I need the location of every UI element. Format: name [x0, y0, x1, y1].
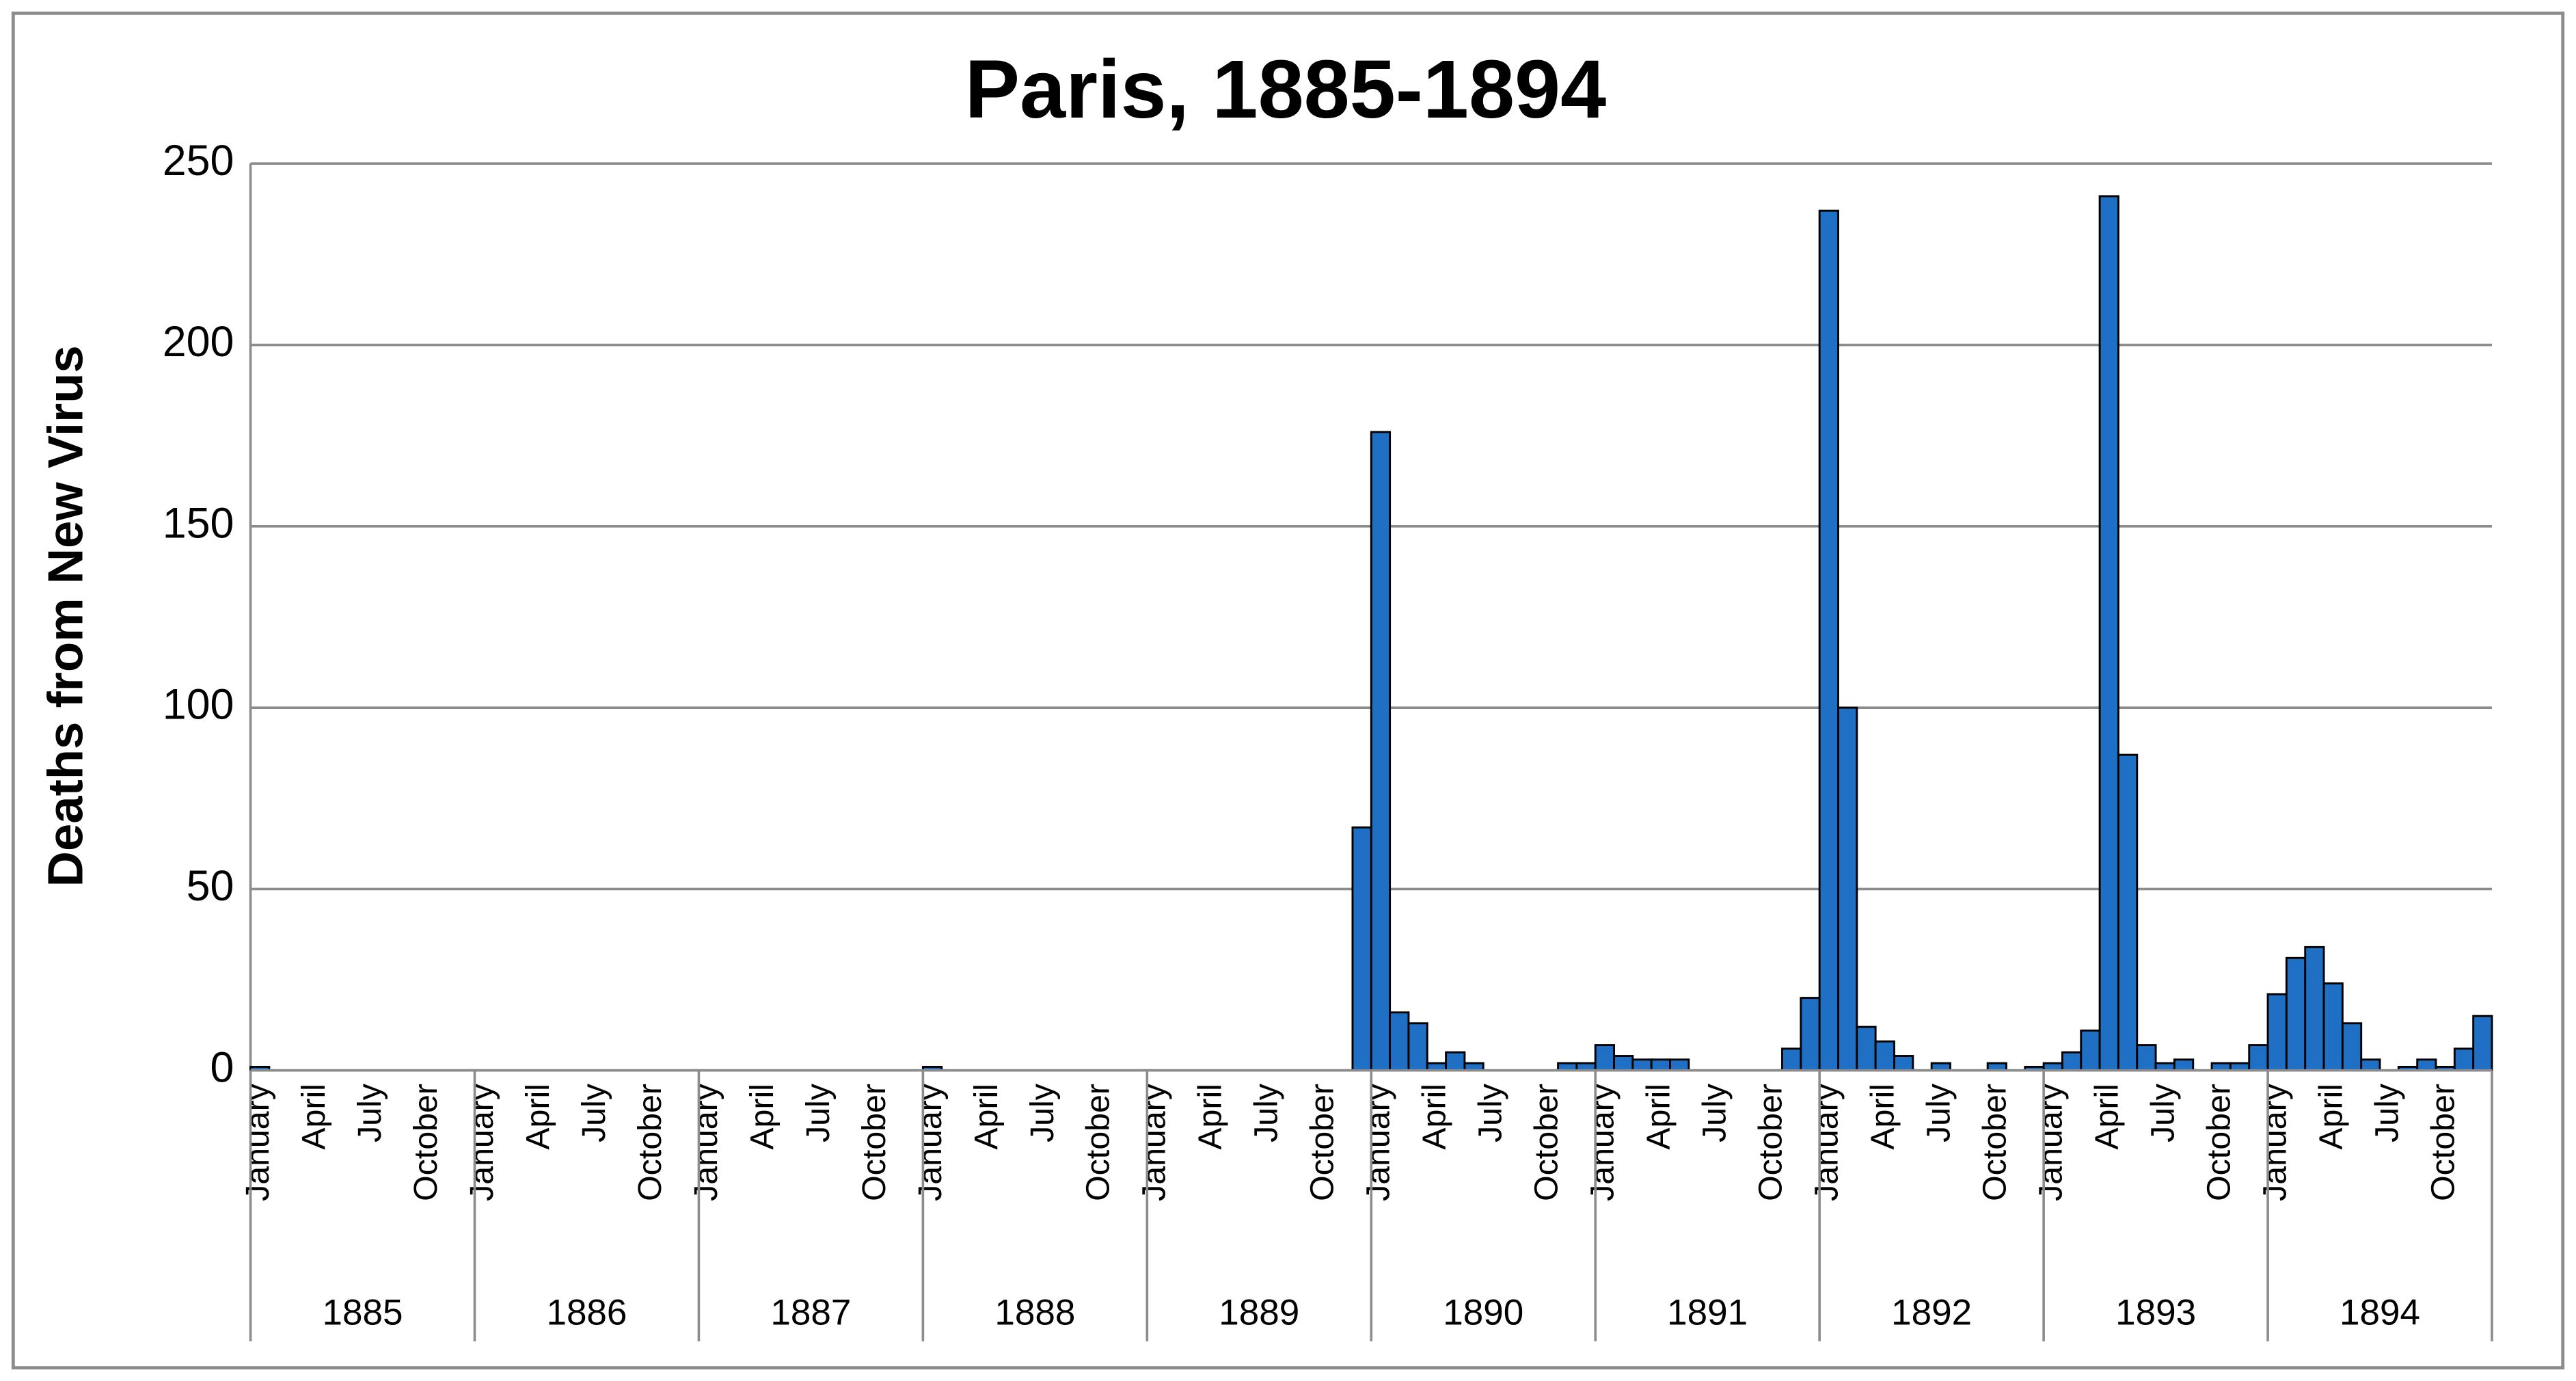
- bar: [1818, 209, 1839, 1072]
- y-tick-label: 100: [163, 681, 234, 729]
- group-label: 1886: [546, 1292, 627, 1332]
- x-tick-label: January: [463, 1083, 500, 1201]
- bar: [2416, 1058, 2437, 1072]
- bar: [1669, 1058, 1690, 1072]
- bar: [2080, 1029, 2101, 1072]
- group-label: 1893: [2115, 1292, 2196, 1332]
- bar: [1370, 431, 1392, 1072]
- group-label: 1892: [1891, 1292, 1972, 1332]
- x-tick-label: January: [1136, 1083, 1173, 1201]
- group-label: 1891: [1667, 1292, 1748, 1332]
- group-label: 1887: [770, 1292, 851, 1332]
- x-tick-label: October: [1080, 1084, 1117, 1201]
- x-tick-label: April: [744, 1084, 781, 1150]
- x-tick-label: April: [1416, 1084, 1453, 1150]
- bar: [2136, 1044, 2157, 1072]
- bar: [2453, 1047, 2475, 1072]
- y-axis-label: Deaths from New Virus: [38, 345, 93, 887]
- x-tick-label: January: [1584, 1083, 1621, 1201]
- x-tick-label: October: [1752, 1084, 1789, 1201]
- bar: [1874, 1040, 1895, 1072]
- bar: [1856, 1025, 1877, 1072]
- bar: [1594, 1044, 1615, 1072]
- bar: [2322, 982, 2344, 1072]
- bar: [1893, 1055, 1914, 1072]
- bar: [2266, 993, 2288, 1072]
- bar: [1800, 997, 1821, 1072]
- x-tick-label: April: [968, 1084, 1005, 1150]
- x-tick-label: October: [1977, 1084, 2014, 1201]
- bar: [1781, 1047, 1802, 1072]
- x-tick-label: July: [800, 1083, 837, 1142]
- x-tick-label: October: [632, 1084, 668, 1201]
- x-tick-label: October: [407, 1084, 444, 1201]
- y-tick-label: 150: [163, 499, 234, 547]
- x-tick-label: April: [1865, 1084, 1901, 1150]
- bar: [2360, 1058, 2381, 1072]
- bar: [2472, 1015, 2493, 1072]
- y-tick-label: 50: [187, 862, 234, 910]
- x-tick-label: January: [239, 1083, 276, 1201]
- bar: [1351, 826, 1372, 1072]
- x-tick-label: April: [2089, 1084, 2126, 1150]
- x-tick-label: October: [1528, 1084, 1565, 1201]
- x-tick-label: October: [856, 1084, 893, 1201]
- x-tick-label: January: [688, 1083, 724, 1201]
- chart-title: Paris, 1885-1894: [965, 43, 1607, 135]
- x-tick-label: October: [1304, 1084, 1341, 1201]
- bar: [2061, 1051, 2083, 1072]
- x-tick-label: October: [2424, 1084, 2461, 1201]
- x-tick-label: July: [2368, 1083, 2405, 1142]
- x-tick-label: April: [1640, 1084, 1677, 1150]
- x-tick-label: April: [295, 1084, 332, 1150]
- bar: [1631, 1058, 1653, 1072]
- group-label: 1885: [323, 1292, 403, 1332]
- bar: [1445, 1051, 1466, 1072]
- x-tick-label: April: [2313, 1084, 2350, 1150]
- group-label: 1894: [2340, 1292, 2420, 1332]
- bar: [2304, 946, 2325, 1072]
- bar: [2248, 1044, 2269, 1072]
- bar: [2341, 1022, 2363, 1072]
- x-tick-label: July: [1248, 1083, 1285, 1142]
- x-tick-label: January: [2033, 1083, 2070, 1201]
- x-tick-label: July: [351, 1083, 388, 1142]
- chart-frame: [11, 11, 2565, 1370]
- x-tick-label: July: [2145, 1083, 2182, 1142]
- bar: [1407, 1022, 1428, 1072]
- y-tick-label: 0: [211, 1043, 234, 1091]
- bar: [2098, 195, 2119, 1072]
- y-tick-label: 200: [163, 318, 234, 366]
- bar: [2285, 956, 2307, 1072]
- x-tick-label: January: [1808, 1083, 1845, 1201]
- x-tick-label: October: [2201, 1084, 2238, 1201]
- bar: [1613, 1055, 1634, 1072]
- group-label: 1889: [1219, 1292, 1299, 1332]
- x-tick-label: January: [912, 1083, 949, 1201]
- x-tick-label: April: [519, 1084, 556, 1150]
- x-tick-label: January: [1360, 1083, 1397, 1201]
- x-tick-label: July: [1921, 1083, 1957, 1142]
- x-tick-label: January: [2257, 1083, 2294, 1201]
- bar: [2173, 1058, 2195, 1072]
- y-tick-label: 250: [163, 137, 234, 185]
- bar: [1650, 1058, 1671, 1072]
- x-tick-label: April: [1192, 1084, 1229, 1150]
- group-label: 1888: [994, 1292, 1075, 1332]
- bar: [1389, 1011, 1410, 1072]
- bar: [1837, 706, 1858, 1072]
- x-tick-label: July: [575, 1083, 612, 1142]
- x-tick-label: July: [1472, 1083, 1509, 1142]
- bar: [2117, 753, 2139, 1072]
- group-label: 1890: [1443, 1292, 1523, 1332]
- x-tick-label: July: [1024, 1083, 1061, 1142]
- x-tick-label: July: [1696, 1083, 1733, 1142]
